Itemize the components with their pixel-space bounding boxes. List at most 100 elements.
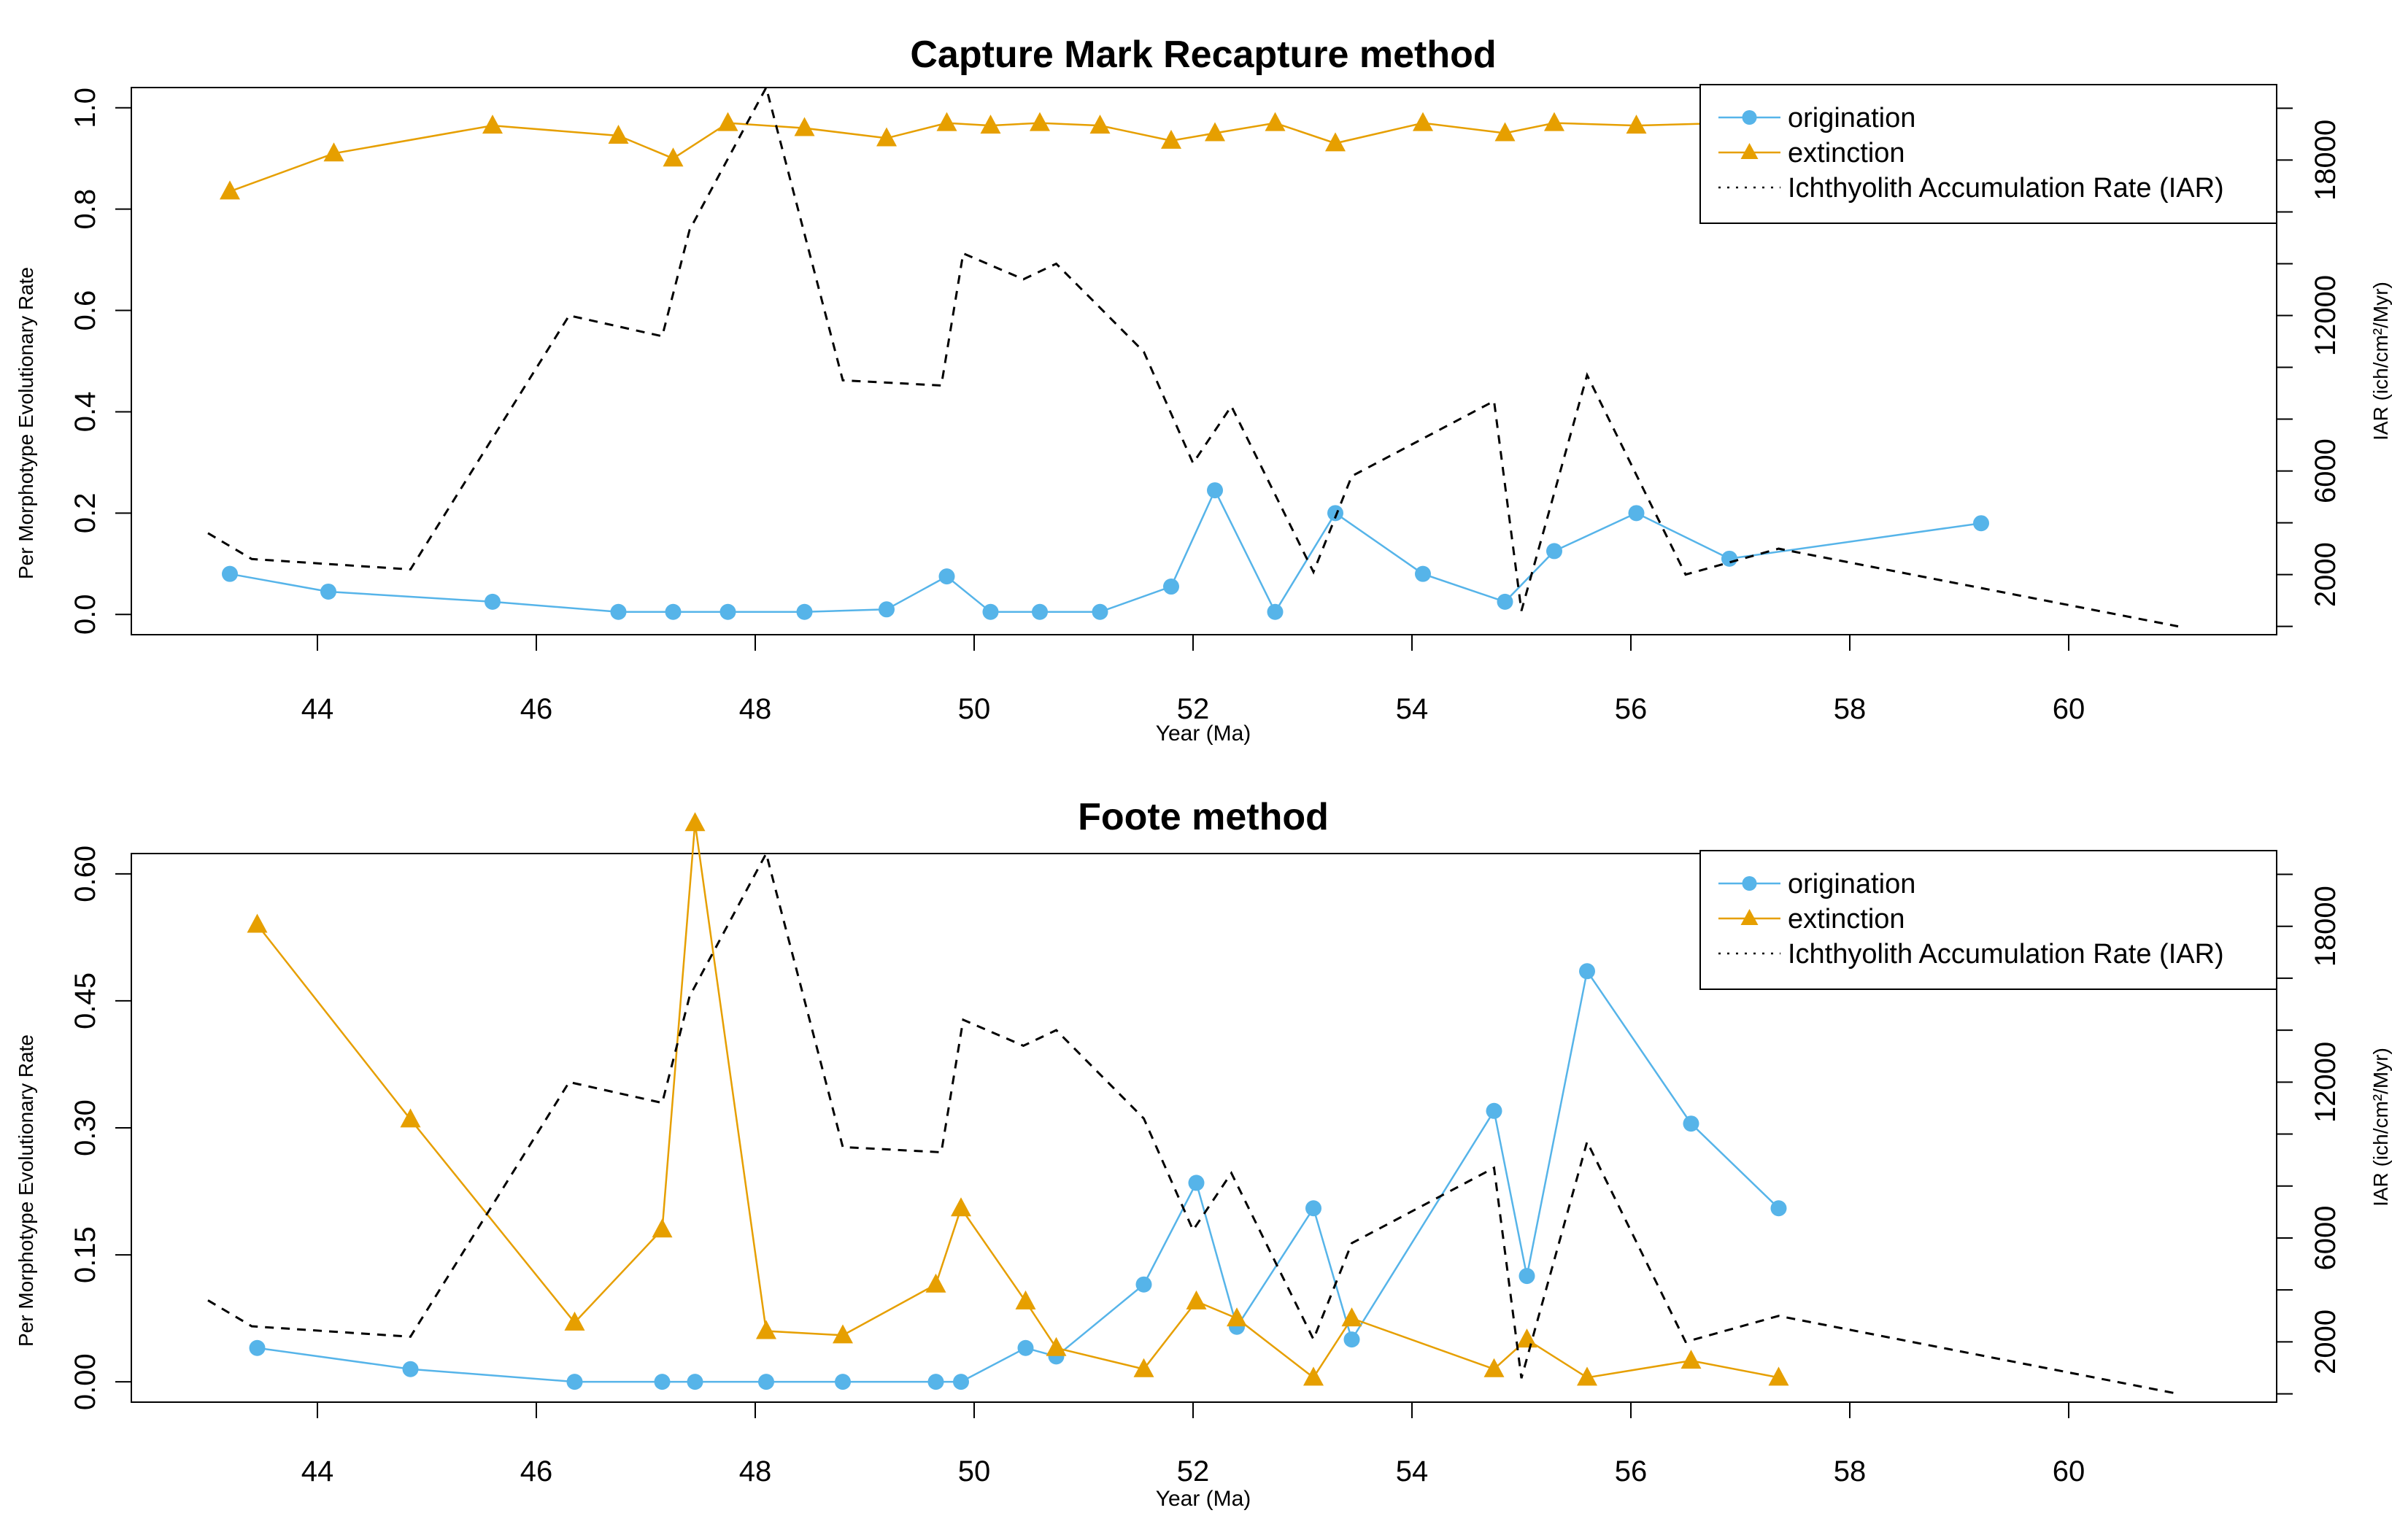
legend-marker-origination [1742,110,1757,125]
origination-point [566,1374,583,1390]
origination-point [982,603,999,620]
x-tick-label: 60 [2053,1455,2085,1487]
x-tick-label: 52 [1177,1455,1210,1487]
origination-point [1017,1339,1034,1356]
legend-label: extinction [1788,904,1905,935]
x-tick-label: 46 [520,1455,553,1487]
y-tick-label: 0.15 [69,1226,101,1283]
right-y-axis-label: IAR (ich/cm²/Myr) [2369,1048,2392,1207]
extinction-point [220,180,240,200]
extinction-point [1483,1358,1505,1377]
extinction-point [1680,1350,1702,1369]
right-y-tick-label: 2000 [2309,542,2342,607]
right-y-tick-label: 6000 [2309,1205,2342,1270]
legend: origination extinction Ichthyolith Accumul… [1699,850,2277,990]
extinction-point [1544,112,1564,131]
x-tick-label: 56 [1615,1455,1648,1487]
x-tick-label: 54 [1396,693,1429,725]
extinction-point [1227,1307,1247,1327]
right-y-tick-label: 18000 [2309,120,2342,201]
extinction-point [951,1197,971,1217]
x-tick-label: 58 [1834,1455,1867,1487]
legend-label: Ichthyolith Accumulation Rate (IAR) [1788,939,2224,970]
y-tick-label: 0.00 [69,1353,101,1410]
extinction-point [663,147,684,167]
extinction-point [1494,122,1516,142]
extinction-point [1015,1290,1036,1309]
extinction-point [833,1324,853,1344]
legend-label: extinction [1788,138,1905,169]
origination-point [1343,1331,1360,1348]
origination-point [758,1374,774,1390]
chart-title: Foote method [1078,796,1329,838]
x-tick-label: 50 [958,1455,991,1487]
extinction-point [1161,129,1181,149]
origination-point [953,1374,969,1390]
origination-point [665,603,682,620]
legend: origination extinction Ichthyolith Accumul… [1699,84,2277,224]
extinction-point [1516,1328,1537,1348]
x-tick-label: 58 [1834,693,1867,725]
origination-point [654,1374,671,1390]
extinction-point [608,124,629,144]
origination-point [1497,593,1513,610]
extinction-point [1030,112,1050,131]
legend-marker-extinction [1740,143,1759,159]
series-line-iar [207,84,2179,628]
extinction-point [1205,122,1225,142]
extinction-point [1186,1290,1207,1309]
origination-point [222,565,238,582]
x-axis-label: Year (Ma) [1156,1487,1251,1511]
extinction-point [925,1273,946,1293]
y-tick-label: 0.30 [69,1099,101,1156]
origination-point [1415,565,1431,582]
right-y-tick-label: 18000 [2309,886,2342,967]
y-tick-label: 0.45 [69,972,101,1029]
x-tick-label: 56 [1615,693,1648,725]
legend-label: origination [1788,103,1915,134]
origination-point [610,603,627,620]
origination-point [719,603,736,620]
y-tick-label: 1.0 [69,88,101,128]
extinction-point [1265,112,1286,131]
x-tick-label: 48 [739,693,772,725]
origination-point [1546,543,1562,560]
extinction-point [1046,1336,1067,1356]
series-line-origination [229,488,1982,614]
extinction-point [1413,112,1433,131]
origination-point [796,603,813,620]
x-tick-label: 54 [1396,1455,1429,1487]
extinction-point [980,115,1001,134]
right-y-tick-label: 2000 [2309,1309,2342,1374]
origination-point [879,601,895,618]
origination-point [485,593,501,610]
origination-point [402,1361,419,1377]
origination-point [1683,1115,1699,1132]
extinction-point [1577,1366,1597,1386]
origination-point [1973,515,1989,532]
right-y-tick-label: 12000 [2309,275,2342,356]
legend-marker-extinction [1740,909,1759,925]
origination-point [1163,579,1179,595]
y-tick-label: 0.6 [69,290,101,331]
right-y-tick-label: 12000 [2309,1042,2342,1123]
legend-label: origination [1788,869,1915,900]
series-line-extinction [256,823,1779,1380]
extinction-point [323,142,344,162]
panel-foote: Foote method Year (Ma) Per Morphotype Ev… [15,796,2392,1511]
x-tick-label: 48 [739,1455,772,1487]
legend-marker-origination [1742,876,1757,891]
origination-point [1628,505,1645,522]
origination-point [1305,1200,1321,1217]
series-line-origination [257,969,1780,1383]
origination-point [249,1339,266,1356]
origination-point [1267,603,1284,620]
x-axis-label: Year (Ma) [1156,721,1251,746]
extinction-point [1089,115,1111,134]
extinction-point [400,1108,421,1128]
series-line-iar [207,850,2179,1396]
extinction-point [1341,1307,1362,1327]
extinction-point [876,127,897,147]
y-axis-label: Per Morphotype Evolutionary Rate [15,267,37,579]
